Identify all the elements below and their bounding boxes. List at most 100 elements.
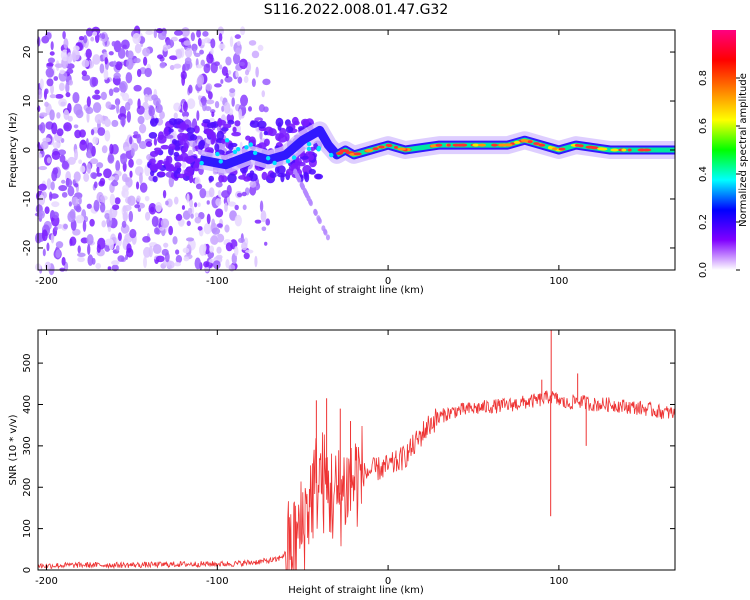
spectrogram-cell (144, 93, 149, 103)
spectrogram-cell (194, 216, 202, 224)
spectrogram-cell (225, 56, 232, 66)
spectrogram-cell (137, 115, 145, 125)
spectrogram-cell (227, 119, 235, 125)
spectrogram-cell (153, 97, 161, 107)
spectrogram-cell (165, 160, 171, 169)
spectrogram-cell (109, 209, 113, 221)
spectrogram-cell (260, 210, 267, 223)
spectrogram-cell (203, 37, 211, 44)
spectrogram-cell (97, 127, 106, 136)
spectrogram-cell (263, 130, 268, 136)
spectrogram-cell (211, 111, 215, 118)
spectrogram-cell (234, 34, 241, 39)
colorbar-tick-label: 0.4 (698, 166, 709, 182)
spectrogram-cell (156, 104, 163, 114)
spectrogram-hotspot (397, 147, 406, 151)
spectrogram-cell (211, 218, 216, 230)
spectrogram-cell (38, 124, 43, 131)
spectrogram-cell (232, 126, 237, 133)
spectrogram-cell (238, 237, 245, 244)
snr-y-axis-label: SNR (10 * v/v) (8, 414, 19, 485)
spectrogram-cell (148, 245, 153, 258)
spectrogram-cell (78, 196, 82, 205)
spectrogram-cell (181, 205, 185, 210)
spectrogram-cell (142, 235, 151, 243)
spectrogram-cell (86, 203, 92, 209)
spectrogram-cell (241, 242, 248, 251)
spectrogram-cell (63, 122, 72, 132)
spectrogram-cell (109, 176, 115, 181)
spectrogram-cell (210, 109, 216, 114)
spectrogram-cell (173, 102, 182, 112)
spectrogram-cell (149, 163, 159, 171)
spectrogram-cell (129, 228, 137, 239)
spectrogram-cell (170, 36, 178, 42)
spectrogram-cell (100, 91, 107, 101)
y-tick-label: 300 (22, 436, 33, 455)
spectrogram-cell (122, 211, 128, 222)
spectrogram-cell (183, 40, 191, 46)
spectrogram-cell (103, 168, 112, 179)
spectrogram-hotspot (472, 143, 480, 147)
spectrogram-cell (139, 123, 147, 134)
spectrogram-cell (211, 227, 221, 235)
spectrogram-cell (188, 173, 194, 184)
spectrogram-cell (101, 220, 107, 228)
spectrogram-cell (91, 150, 95, 157)
spectrogram-cell (139, 182, 148, 193)
spectrogram-cell (291, 116, 299, 125)
spectrogram-cell (210, 135, 215, 145)
spectrogram-cell (60, 138, 65, 144)
spectrogram-cell (73, 45, 80, 52)
spectrogram-cell (225, 242, 233, 252)
spectrogram-cell (240, 94, 249, 107)
spectrogram-y-axis-label: Frequency (Hz) (8, 112, 19, 188)
spectrogram-cell (49, 193, 59, 199)
spectrogram-cell (120, 91, 125, 97)
spectrogram-cell (104, 244, 111, 252)
spectrogram-cell (218, 174, 225, 183)
spectrogram-hotspot (637, 148, 646, 152)
spectrogram-cell (157, 54, 164, 59)
spectrogram-cell (123, 146, 132, 151)
spectrogram-cell (152, 175, 158, 183)
spectrogram-cell (50, 233, 55, 244)
spectrogram-cell (234, 120, 241, 127)
spectrogram-cell (108, 88, 114, 97)
spectrogram-cell (229, 88, 236, 94)
spectrogram-hotspot (585, 145, 595, 149)
y-tick-label: 0 (22, 147, 33, 153)
spectrogram-cell (202, 243, 207, 252)
spectrogram-cell (52, 167, 59, 175)
spectrogram-hotspot (435, 143, 443, 147)
spectrogram-cell (305, 151, 314, 156)
spectrogram-cell (92, 54, 101, 65)
spectrogram-hotspot (339, 149, 350, 153)
colorbar-label: Normalized spectral amplitude (738, 73, 749, 227)
spectrogram-cell (86, 96, 91, 108)
spectrogram-hotspot (316, 145, 322, 151)
spectrogram-cell (193, 48, 197, 55)
spectrogram-cell (232, 52, 241, 65)
spectrogram-cell (134, 43, 142, 54)
spectrogram-cell (113, 72, 121, 80)
snr-x-ticks: -200 -100 0 100 (35, 330, 568, 587)
spectrogram-cell (56, 112, 61, 119)
spectrogram-cell (176, 173, 186, 179)
spectrogram-cell (144, 67, 152, 78)
spectrogram-cell (214, 143, 220, 152)
spectrogram-cell (54, 226, 58, 231)
spectrogram-cell (71, 49, 80, 61)
spectrogram-cell (65, 92, 71, 98)
spectrogram-cell (133, 131, 139, 136)
spectrogram-cell (50, 41, 54, 51)
spectrogram-cell (203, 128, 214, 135)
spectrogram-cell (143, 56, 148, 66)
spectrogram-cell (219, 64, 223, 70)
spectrogram-cell (101, 145, 108, 154)
spectrogram-cell (248, 106, 252, 112)
figure-title: S116.2022.008.01.47.G32 (264, 2, 449, 18)
spectrogram-cell (41, 229, 48, 242)
spectrogram-cell (194, 257, 201, 270)
